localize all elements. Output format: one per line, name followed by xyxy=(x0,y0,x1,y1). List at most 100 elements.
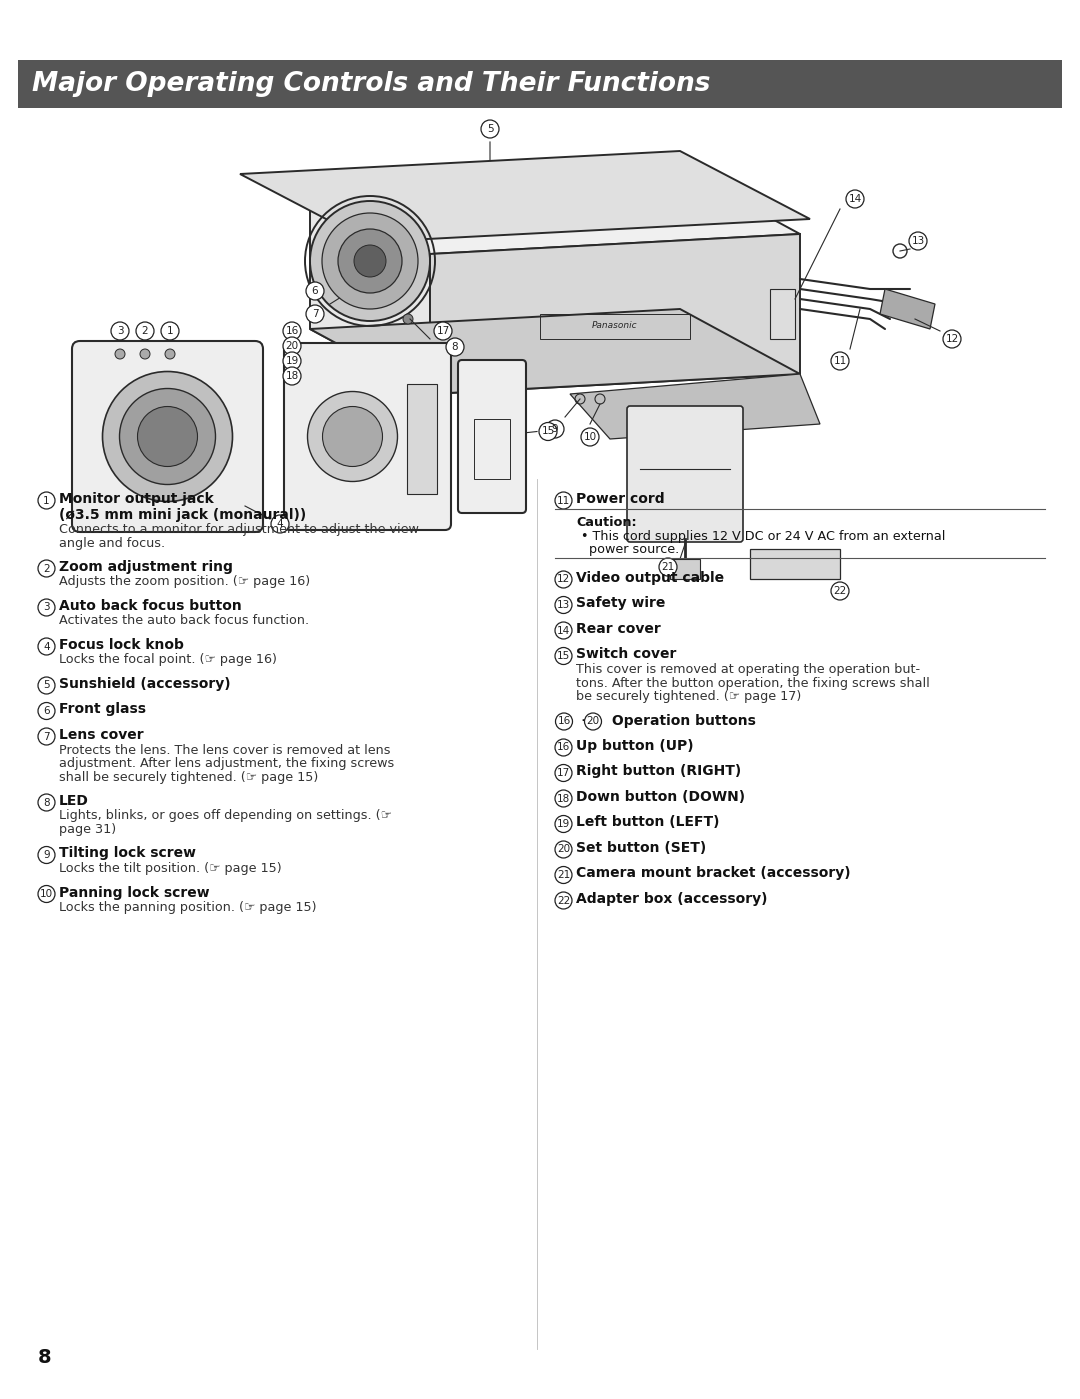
Circle shape xyxy=(354,245,386,277)
FancyBboxPatch shape xyxy=(458,360,526,513)
Text: Tilting lock screw: Tilting lock screw xyxy=(59,846,195,860)
Text: 13: 13 xyxy=(912,236,924,246)
Circle shape xyxy=(38,638,55,655)
Bar xyxy=(670,560,700,579)
Text: Operation buttons: Operation buttons xyxy=(607,713,756,727)
Circle shape xyxy=(555,713,572,730)
FancyBboxPatch shape xyxy=(627,406,743,541)
Circle shape xyxy=(137,407,198,466)
Text: 10: 10 xyxy=(40,888,53,900)
Text: Front glass: Front glass xyxy=(59,702,146,716)
Text: 15: 15 xyxy=(541,427,555,436)
Bar xyxy=(770,290,795,339)
Text: 20: 20 xyxy=(586,716,599,726)
Text: 10: 10 xyxy=(583,432,596,442)
Text: -: - xyxy=(577,713,593,727)
Text: Safety wire: Safety wire xyxy=(576,596,665,610)
Circle shape xyxy=(943,330,961,348)
Text: 6: 6 xyxy=(43,706,50,716)
Text: 9: 9 xyxy=(552,424,558,434)
Polygon shape xyxy=(570,374,820,439)
Text: 18: 18 xyxy=(285,371,299,381)
Circle shape xyxy=(38,846,55,863)
Text: 4: 4 xyxy=(43,642,50,652)
Text: 3: 3 xyxy=(117,326,123,336)
Text: Monitor output jack: Monitor output jack xyxy=(59,492,214,506)
Text: 4: 4 xyxy=(276,519,283,529)
Circle shape xyxy=(555,596,572,614)
Circle shape xyxy=(434,322,453,340)
Text: Zoom adjustment ring: Zoom adjustment ring xyxy=(59,560,233,574)
Text: 6: 6 xyxy=(312,285,319,297)
Circle shape xyxy=(111,322,129,340)
Text: page 31): page 31) xyxy=(59,823,117,837)
Circle shape xyxy=(38,599,55,616)
Text: Lens cover: Lens cover xyxy=(59,727,144,741)
Text: 9: 9 xyxy=(43,851,50,860)
Text: Panasonic: Panasonic xyxy=(592,322,638,330)
Text: 12: 12 xyxy=(945,334,959,344)
Circle shape xyxy=(103,372,232,501)
Text: 5: 5 xyxy=(487,125,494,134)
Text: Connects to a monitor for adjustment to adjust the view: Connects to a monitor for adjustment to … xyxy=(59,523,419,536)
Text: 1: 1 xyxy=(43,495,50,505)
Text: Focus lock knob: Focus lock knob xyxy=(59,638,184,652)
Text: 17: 17 xyxy=(557,768,570,778)
Text: Major Operating Controls and Their Functions: Major Operating Controls and Their Funct… xyxy=(32,71,711,97)
FancyBboxPatch shape xyxy=(72,341,264,532)
Text: LED: LED xyxy=(59,795,89,809)
Text: Activates the auto back focus function.: Activates the auto back focus function. xyxy=(59,614,309,628)
Circle shape xyxy=(581,428,599,446)
Circle shape xyxy=(659,558,677,576)
FancyBboxPatch shape xyxy=(284,343,451,530)
Text: Adjusts the zoom position. (☞ page 16): Adjusts the zoom position. (☞ page 16) xyxy=(59,575,310,589)
Text: 16: 16 xyxy=(285,326,299,336)
Circle shape xyxy=(555,866,572,884)
Circle shape xyxy=(446,339,464,355)
Text: Locks the focal point. (☞ page 16): Locks the focal point. (☞ page 16) xyxy=(59,653,276,666)
Bar xyxy=(750,548,840,579)
Polygon shape xyxy=(240,151,810,242)
Text: Switch cover: Switch cover xyxy=(576,648,676,662)
Circle shape xyxy=(38,727,55,746)
Text: Protects the lens. The lens cover is removed at lens: Protects the lens. The lens cover is rem… xyxy=(59,743,391,757)
Circle shape xyxy=(322,213,418,309)
Text: This cover is removed at operating the operation but-: This cover is removed at operating the o… xyxy=(576,663,920,676)
Text: 1: 1 xyxy=(166,326,173,336)
Text: Set button (SET): Set button (SET) xyxy=(576,841,706,855)
Circle shape xyxy=(555,571,572,588)
Circle shape xyxy=(555,790,572,807)
Text: 20: 20 xyxy=(557,845,570,855)
Circle shape xyxy=(481,120,499,139)
Text: Right button (RIGHT): Right button (RIGHT) xyxy=(576,764,741,778)
Text: Auto back focus button: Auto back focus button xyxy=(59,599,242,613)
Text: 17: 17 xyxy=(436,326,449,336)
Text: Panning lock screw: Panning lock screw xyxy=(59,886,210,900)
Circle shape xyxy=(310,201,430,320)
Circle shape xyxy=(403,313,413,325)
Text: 2: 2 xyxy=(43,564,50,574)
Text: 22: 22 xyxy=(834,586,847,596)
Circle shape xyxy=(555,764,572,782)
Text: Sunshield (accessory): Sunshield (accessory) xyxy=(59,677,231,691)
Text: 8: 8 xyxy=(43,797,50,807)
Text: Caution:: Caution: xyxy=(576,516,636,529)
Text: 13: 13 xyxy=(557,600,570,610)
Text: Adapter box (accessory): Adapter box (accessory) xyxy=(576,893,768,907)
Text: 19: 19 xyxy=(285,355,299,367)
Text: 3: 3 xyxy=(43,603,50,613)
Circle shape xyxy=(283,337,301,355)
Polygon shape xyxy=(310,189,430,395)
Text: 11: 11 xyxy=(557,495,570,505)
Circle shape xyxy=(38,702,55,719)
Circle shape xyxy=(555,841,572,858)
Text: 14: 14 xyxy=(557,625,570,635)
Text: Locks the panning position. (☞ page 15): Locks the panning position. (☞ page 15) xyxy=(59,901,316,914)
Circle shape xyxy=(831,353,849,369)
Circle shape xyxy=(555,648,572,665)
Circle shape xyxy=(38,492,55,509)
Circle shape xyxy=(555,739,572,755)
Text: Camera mount bracket (accessory): Camera mount bracket (accessory) xyxy=(576,866,851,880)
Circle shape xyxy=(306,283,324,299)
Text: 11: 11 xyxy=(834,355,847,367)
